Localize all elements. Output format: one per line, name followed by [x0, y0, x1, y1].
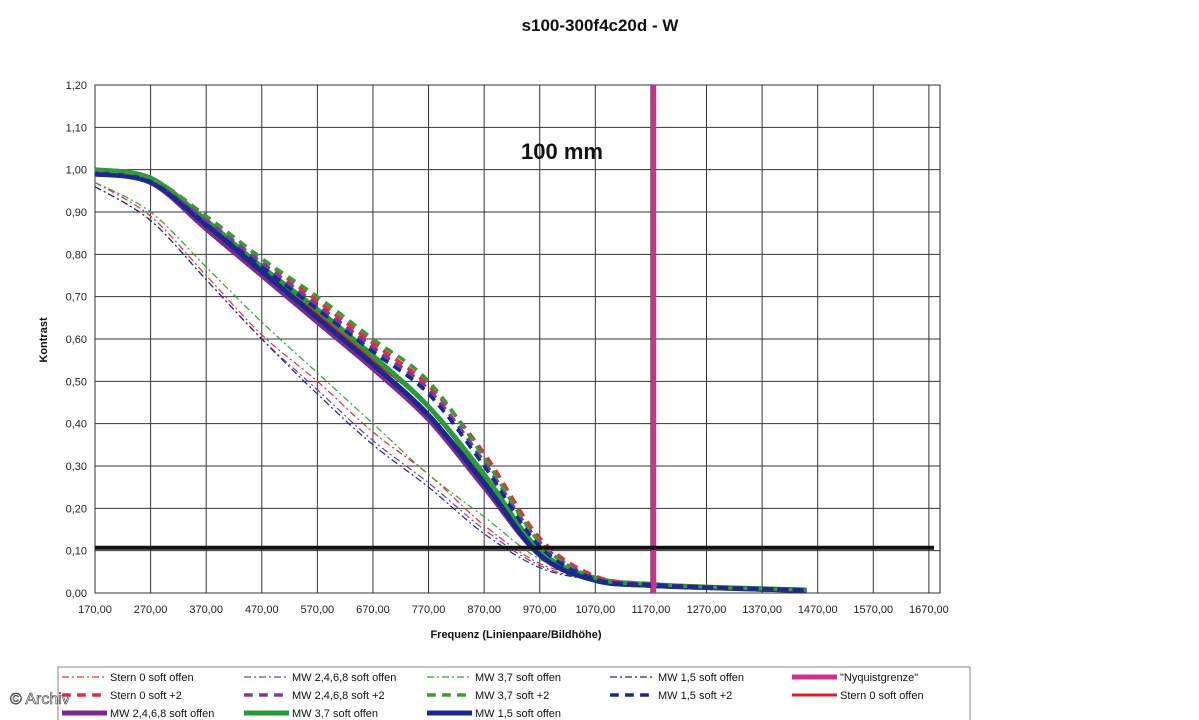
- x-tick-label: 270,00: [134, 604, 168, 616]
- legend-label: "Nyquistgrenze": [840, 672, 918, 684]
- y-tick-label: 0,90: [66, 207, 87, 219]
- grid: [94, 84, 941, 594]
- legend-label: Stern 0 soft +2: [110, 690, 182, 702]
- reference-lines: [95, 85, 934, 593]
- series-line: [94, 172, 807, 592]
- y-tick-label: 0,30: [66, 461, 87, 473]
- y-tick-label: 0,80: [66, 249, 87, 261]
- chart-title: s100-300f4c20d - W: [522, 16, 680, 35]
- x-tick-label: 970,00: [523, 604, 557, 616]
- annotation-100mm: 100 mm: [521, 139, 603, 164]
- legend: Stern 0 soft offen MW 2,4,6,8 soft offen M…: [57, 666, 971, 720]
- x-tick-label: 1370,00: [742, 604, 782, 616]
- legend-label: MW 3,7 soft offen: [475, 672, 561, 684]
- legend-label: MW 3,7 soft offen: [292, 708, 378, 720]
- x-tick-label: 470,00: [245, 604, 279, 616]
- y-axis-label: Kontrast: [38, 317, 50, 363]
- x-tick-label: 1470,00: [798, 604, 838, 616]
- y-tick-label: 0,20: [66, 503, 87, 515]
- x-tick-label: 1670,00: [909, 604, 949, 616]
- y-tick-label: 1,00: [66, 165, 87, 177]
- legend-label: MW 2,4,6,8 soft offen: [292, 672, 396, 684]
- legend-label: Stern 0 soft offen: [840, 690, 924, 702]
- legend-label: MW 3,7 soft +2: [475, 690, 549, 702]
- x-axis-label: Frequenz (Linienpaare/Bildhöhe): [430, 629, 601, 641]
- x-tick-label: 670,00: [356, 604, 390, 616]
- y-tick-label: 0,70: [66, 292, 87, 304]
- x-tick-label: 170,00: [78, 604, 112, 616]
- tick-labels: 170,00 270,00 370,00 470,00 570,00 670,00 770,…: [66, 80, 949, 616]
- y-tick-label: 1,10: [66, 122, 87, 134]
- x-tick-label: 1270,00: [687, 604, 727, 616]
- x-tick-label: 570,00: [301, 604, 335, 616]
- legend-label: Stern 0 soft offen: [110, 672, 194, 684]
- x-tick-label: 370,00: [189, 604, 223, 616]
- legend-label: MW 1,5 soft offen: [475, 708, 561, 720]
- legend-label: MW 1,5 soft +2: [658, 690, 732, 702]
- series-line: [94, 181, 807, 592]
- legend-label: MW 2,4,6,8 soft offen: [110, 708, 214, 720]
- y-tick-label: 0,40: [66, 419, 87, 431]
- y-tick-label: 0,00: [66, 588, 87, 600]
- x-tick-label: 770,00: [412, 604, 446, 616]
- x-tick-label: 1570,00: [853, 604, 893, 616]
- legend-label: MW 1,5 soft offen: [658, 672, 744, 684]
- y-tick-label: 0,50: [66, 376, 87, 388]
- x-tick-label: 1170,00: [631, 604, 670, 616]
- series-lines: [94, 167, 807, 593]
- copyright: © Archiv: [10, 691, 70, 709]
- copyright-text: © Archiv: [10, 691, 70, 708]
- legend-label: MW 2,4,6,8 soft +2: [292, 690, 385, 702]
- y-tick-label: 0,10: [66, 546, 87, 558]
- y-tick-label: 0,60: [66, 334, 87, 346]
- x-tick-label: 1070,00: [575, 604, 615, 616]
- x-tick-label: 870,00: [467, 604, 501, 616]
- y-tick-label: 1,20: [66, 80, 87, 92]
